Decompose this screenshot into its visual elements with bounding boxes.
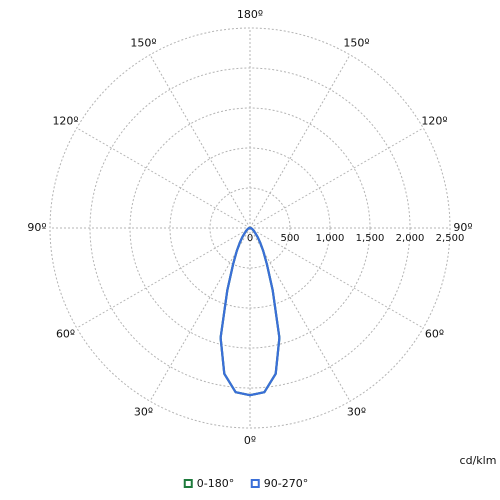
spoke bbox=[149, 54, 251, 229]
spoke bbox=[76, 127, 251, 229]
angle-label: 120º bbox=[421, 115, 447, 128]
r-tick-label: 1,000 bbox=[316, 233, 345, 244]
legend-label: 90-270° bbox=[264, 477, 308, 490]
spoke bbox=[249, 227, 351, 402]
series-line bbox=[219, 226, 281, 397]
spoke bbox=[76, 227, 251, 329]
legend-label: 0-180° bbox=[197, 477, 234, 490]
r-tick-label: 1,500 bbox=[356, 233, 385, 244]
angle-label: 150º bbox=[343, 37, 369, 50]
angle-label: 60º bbox=[56, 328, 75, 341]
spoke bbox=[249, 127, 424, 229]
angle-label: 0º bbox=[244, 434, 256, 447]
labels: 0 500 1,000 1,500 2,000 2,500 0º 30º 60º 90º 120º 1… bbox=[27, 8, 472, 447]
r-tick-label: 2,500 bbox=[436, 233, 465, 244]
angle-label: 150º bbox=[130, 37, 156, 50]
r-tick-label: 2,000 bbox=[396, 233, 425, 244]
angle-label: 90º bbox=[453, 221, 472, 234]
spoke bbox=[249, 227, 424, 329]
grid bbox=[49, 27, 451, 429]
angle-label: 120º bbox=[52, 115, 78, 128]
spoke bbox=[149, 227, 251, 402]
plot-area bbox=[219, 226, 281, 397]
angle-label: 180º bbox=[237, 8, 263, 21]
r-tick-label: 500 bbox=[280, 233, 299, 244]
angle-label: 90º bbox=[27, 221, 46, 234]
grid-ring bbox=[49, 27, 451, 429]
angle-label: 60º bbox=[425, 328, 444, 341]
r-tick-label: 0 bbox=[247, 233, 253, 244]
legend: 0-180° 90-270° bbox=[183, 477, 308, 490]
legend-swatch bbox=[250, 479, 260, 488]
angle-label: 30º bbox=[134, 405, 153, 418]
legend-swatch bbox=[183, 479, 193, 488]
spoke bbox=[249, 54, 351, 229]
angle-label: 30º bbox=[347, 405, 366, 418]
unit-label: cd/klm bbox=[460, 454, 497, 467]
